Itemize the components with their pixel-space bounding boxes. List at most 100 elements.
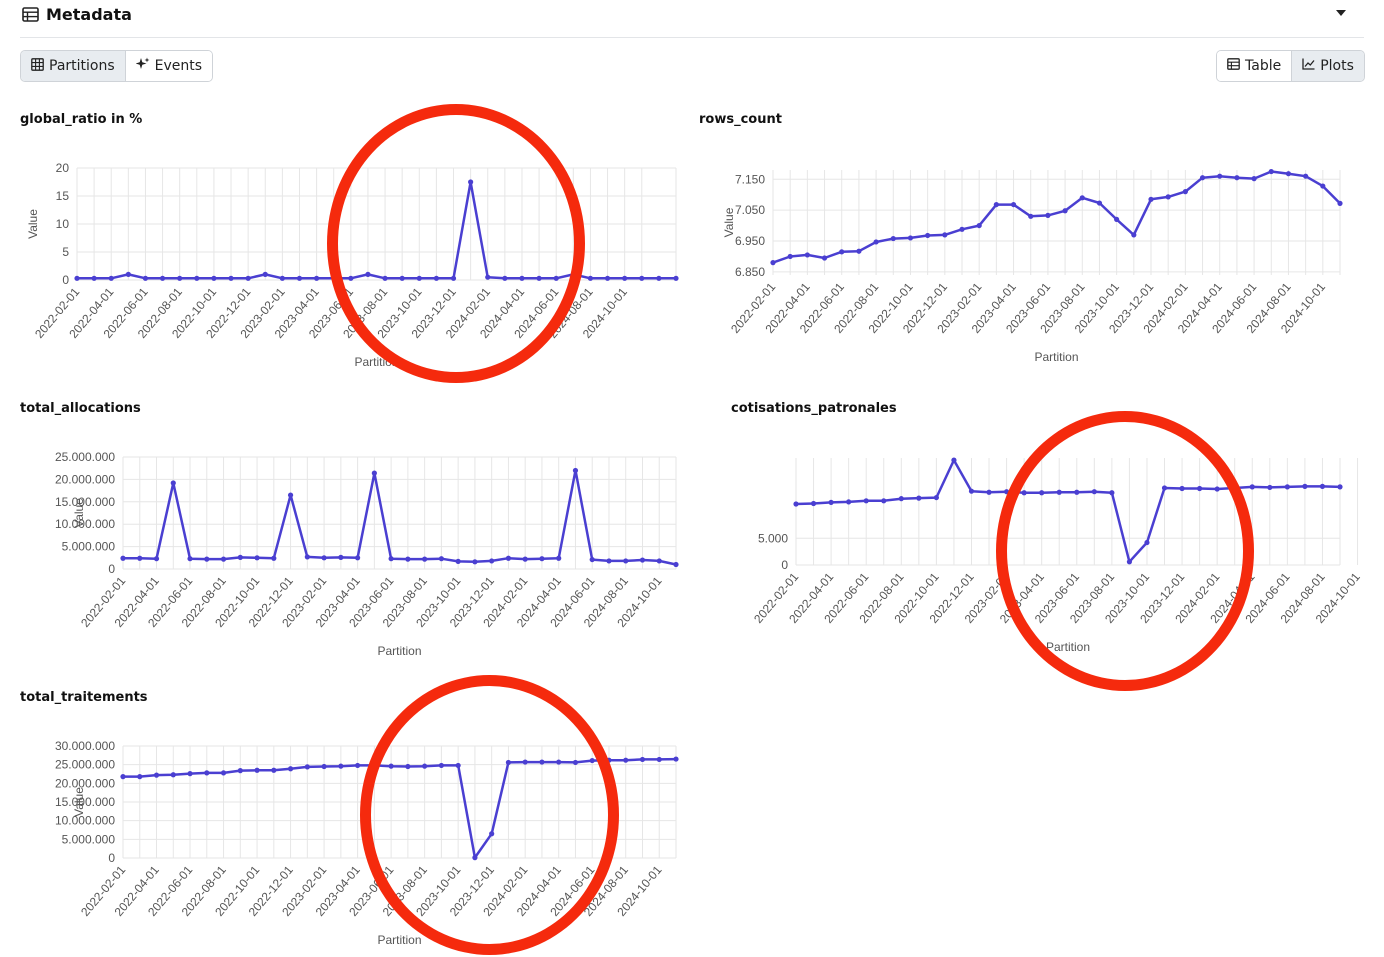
data-point — [485, 274, 491, 280]
x-axis-label: Partition — [354, 355, 398, 369]
data-point — [1232, 485, 1238, 491]
data-point — [416, 275, 422, 281]
x-axis-label: Partition — [1034, 350, 1078, 364]
y-tick-label: 15 — [56, 189, 70, 203]
section-title: Metadata — [46, 5, 132, 24]
data-point — [1285, 171, 1292, 177]
data-point — [623, 757, 629, 763]
data-point — [1320, 183, 1326, 189]
data-point — [254, 555, 260, 561]
data-point — [587, 275, 594, 281]
data-point — [522, 556, 528, 562]
caret-down-icon[interactable] — [1336, 10, 1346, 16]
data-point — [1217, 173, 1223, 179]
data-point — [355, 762, 361, 769]
data-point — [881, 498, 887, 504]
data-point — [271, 767, 277, 773]
y-tick-label: 6.950 — [735, 234, 765, 248]
data-point — [304, 764, 310, 770]
chart-title-rows-count: rows_count — [699, 112, 782, 127]
data-point — [1056, 489, 1062, 495]
data-point — [405, 556, 411, 562]
data-point — [639, 557, 646, 563]
y-tick-label: 20.000.000 — [55, 472, 115, 486]
data-point — [153, 772, 160, 778]
data-point — [422, 556, 428, 562]
grid-icon — [31, 57, 44, 75]
data-point — [951, 457, 957, 463]
data-point — [422, 763, 428, 769]
data-point — [916, 495, 922, 501]
tab-events-label: Events — [154, 58, 203, 74]
y-tick-label: 5.000 — [758, 531, 788, 545]
data-point — [793, 501, 799, 507]
data-point — [1161, 485, 1168, 491]
data-point — [271, 555, 277, 561]
data-point — [1021, 490, 1027, 496]
chart-title-global-ratio: global_ratio in % — [20, 112, 143, 127]
tab-partitions[interactable]: Partitions — [21, 51, 125, 81]
data-point — [74, 275, 80, 281]
data-point — [91, 275, 97, 281]
tab-table[interactable]: Table — [1217, 51, 1292, 81]
data-point — [656, 756, 662, 763]
data-point — [399, 275, 405, 281]
data-point — [925, 232, 931, 239]
data-point — [433, 275, 439, 281]
data-point — [1165, 194, 1171, 200]
data-point — [804, 252, 810, 258]
metadata-header[interactable]: Metadata — [20, 0, 1364, 38]
data-point — [976, 222, 982, 229]
data-point — [365, 271, 371, 277]
x-axis-label: Partition — [377, 933, 421, 947]
data-point — [338, 763, 344, 769]
data-point — [159, 275, 166, 281]
data-point — [472, 559, 478, 565]
data-point — [1126, 559, 1133, 565]
data-point — [279, 275, 285, 281]
chart-title-total-allocations: total_allocations — [20, 401, 141, 416]
data-point — [959, 226, 965, 232]
data-point — [1199, 175, 1206, 181]
series-line — [123, 469, 677, 566]
data-point — [846, 499, 852, 505]
data-point — [1096, 200, 1103, 206]
data-point — [187, 771, 193, 777]
sparkle-icon — [135, 57, 150, 75]
y-tick-label: 10.000.000 — [55, 517, 115, 531]
data-point — [1197, 485, 1203, 492]
data-point — [623, 558, 629, 564]
data-point — [1144, 539, 1150, 546]
data-point — [348, 275, 354, 281]
tab-table-label: Table — [1245, 58, 1282, 74]
data-point — [556, 759, 562, 765]
data-point — [438, 556, 444, 562]
data-point — [604, 275, 611, 281]
y-tick-label: 30.000.000 — [55, 739, 115, 753]
data-point — [108, 275, 114, 281]
data-point — [839, 249, 845, 255]
data-point — [828, 499, 834, 506]
tab-events[interactable]: Events — [124, 51, 213, 81]
data-point — [1091, 489, 1097, 495]
y-tick-label: 5.000.000 — [62, 540, 116, 554]
data-point — [1010, 201, 1017, 208]
data-point — [673, 756, 679, 762]
view-tabs: Partitions Events — [20, 50, 214, 82]
tab-plots[interactable]: Plots — [1291, 51, 1364, 81]
data-point — [170, 480, 176, 486]
y-tick-label: 5.000.000 — [62, 832, 116, 846]
y-axis-label: Value — [26, 209, 40, 239]
data-point — [589, 757, 595, 764]
y-axis-label: Value — [72, 787, 86, 817]
data-point — [489, 558, 495, 564]
data-point — [993, 201, 999, 208]
data-point — [942, 232, 948, 238]
y-tick-label: 10 — [56, 217, 70, 231]
table-icon — [1227, 58, 1240, 74]
data-point — [228, 275, 234, 281]
series-line — [772, 170, 1341, 264]
data-point — [1074, 489, 1080, 495]
